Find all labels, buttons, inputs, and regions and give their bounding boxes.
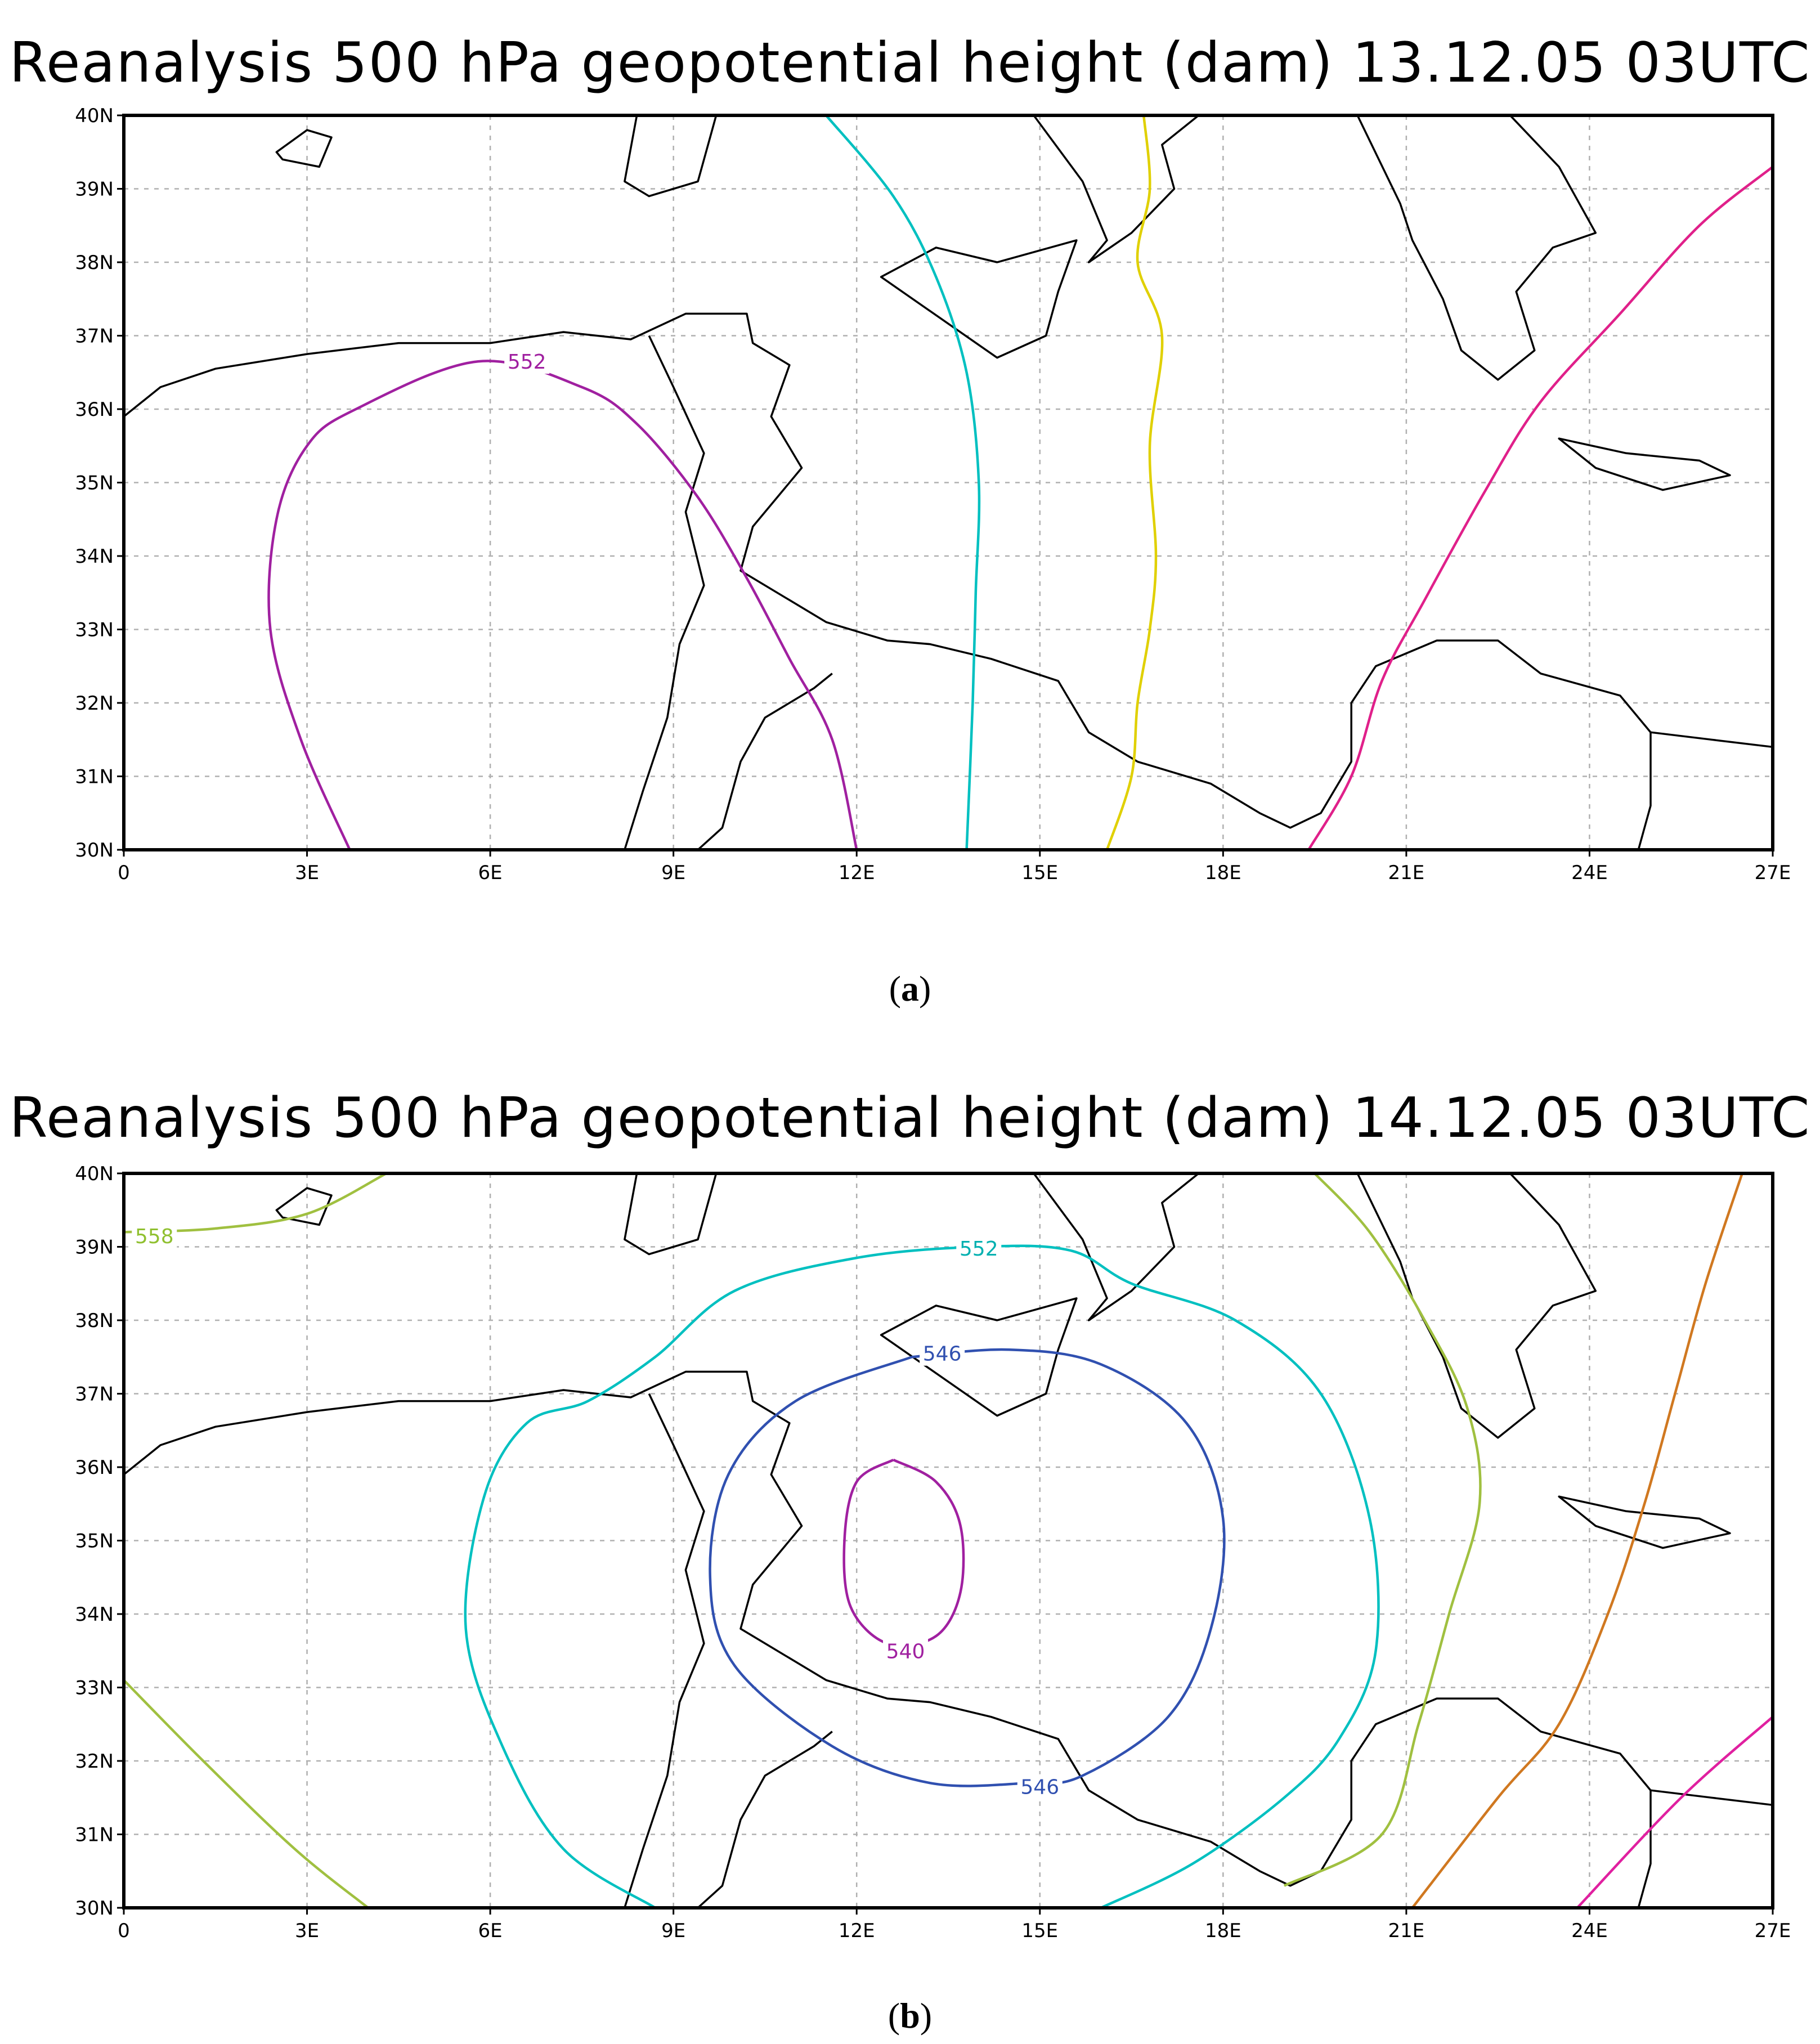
panel-a-caption: (a) — [889, 969, 931, 1008]
panel-a-contour-labels: 552 — [504, 349, 550, 374]
x-tick-label: 18E — [1205, 1920, 1241, 1942]
y-tick-label: 30N — [75, 1897, 114, 1920]
coastline-segment — [275, 1187, 333, 1226]
height-contour — [1283, 1172, 1482, 1887]
height-contour — [1105, 115, 1164, 850]
x-tick-label: 27E — [1755, 862, 1791, 884]
contour-label-bg — [1017, 1774, 1063, 1799]
height-contour — [1411, 1173, 1743, 1909]
panel-b-title: Reanalysis 500 hPa geopotential height (… — [9, 1086, 1811, 1150]
coastline-segment — [697, 1731, 833, 1909]
coastline-segment — [275, 129, 333, 168]
y-tick-label: 40N — [75, 1163, 114, 1185]
x-tick-label: 9E — [661, 1920, 685, 1942]
x-tick-label: 6E — [478, 862, 503, 884]
contour-label-bg — [883, 1638, 929, 1664]
panel-a-title: Reanalysis 500 hPa geopotential height (… — [9, 31, 1811, 95]
coastline-segment — [1637, 1790, 1652, 1908]
coastline-segment — [1033, 114, 1199, 263]
panel-b-caption: (b) — [887, 1996, 933, 2036]
y-tick-label: 39N — [75, 178, 114, 201]
x-tick-label: 12E — [839, 862, 875, 884]
contour-label: 546 — [1020, 1776, 1059, 1799]
contour-label-bg — [504, 349, 550, 374]
y-tick-label: 32N — [75, 1750, 114, 1773]
x-tick-label: 3E — [295, 862, 319, 884]
height-contour — [123, 1172, 387, 1234]
coastline-segment — [624, 1173, 718, 1256]
x-tick-label: 21E — [1388, 1920, 1425, 1942]
x-tick-label: 21E — [1388, 862, 1425, 884]
coastline-segment — [123, 312, 1773, 829]
coastline-segment — [123, 1370, 1773, 1887]
y-tick-label: 34N — [75, 545, 114, 568]
panel-b-tick-labels: 0 3E 6E 9E 12E 15E 18E 21E 24E 27E 40N 39N 38N 37N 36N… — [75, 1163, 1791, 1942]
panel-a-graticule — [124, 115, 1773, 850]
y-tick-label: 31N — [75, 766, 114, 788]
height-contour — [842, 1458, 965, 1647]
contour-label-bg — [132, 1223, 177, 1248]
contour-label-bg — [956, 1236, 1002, 1261]
coastline-segment — [624, 115, 718, 198]
panel-a-contours — [267, 114, 1774, 851]
coastline-segment — [1033, 1172, 1199, 1321]
y-tick-label: 35N — [75, 472, 114, 495]
coastline-segment — [624, 1393, 705, 1908]
x-tick-label: 6E — [478, 1920, 503, 1942]
height-contour — [709, 1348, 1226, 1787]
x-tick-label: 27E — [1755, 1920, 1791, 1942]
y-tick-label: 36N — [75, 398, 114, 421]
y-tick-label: 33N — [75, 1677, 114, 1700]
x-tick-label: 0 — [118, 862, 130, 884]
contour-label-bg — [920, 1341, 965, 1366]
contour-label: 558 — [135, 1225, 174, 1248]
panel-a-coastline — [123, 114, 1773, 851]
x-tick-label: 15E — [1021, 1920, 1058, 1942]
y-tick-label: 39N — [75, 1236, 114, 1259]
panel-b-map: 558 552 546 546 540 0 3E 6E 9E 12E 15E 18E 21E 24E 27E… — [75, 1163, 1791, 1942]
y-tick-label: 31N — [75, 1824, 114, 1846]
y-tick-label: 35N — [75, 1530, 114, 1553]
contour-label: 540 — [886, 1640, 925, 1663]
coastline-segment — [880, 239, 1078, 359]
height-contour — [123, 1679, 369, 1909]
coastline-segment — [1558, 437, 1731, 491]
y-tick-label: 37N — [75, 1383, 114, 1406]
x-tick-label: 12E — [839, 1920, 875, 1942]
y-tick-label: 32N — [75, 692, 114, 715]
y-tick-label: 30N — [75, 839, 114, 862]
x-tick-label: 15E — [1021, 862, 1058, 884]
y-tick-label: 34N — [75, 1603, 114, 1626]
coastline-segment — [1637, 732, 1652, 850]
y-tick-label: 38N — [75, 1310, 114, 1332]
x-tick-label: 9E — [661, 862, 685, 884]
coastline-segment — [1558, 1495, 1731, 1549]
coastline-segment — [880, 1297, 1078, 1417]
coastline-segment — [1356, 1172, 1597, 1439]
x-tick-label: 24E — [1571, 862, 1608, 884]
contour-label: 546 — [923, 1343, 962, 1366]
x-tick-label: 24E — [1571, 1920, 1608, 1942]
height-contour — [1576, 1716, 1774, 1909]
height-contour — [825, 114, 981, 850]
panel-b-coastline — [123, 1172, 1773, 1909]
contour-label: 552 — [508, 351, 546, 374]
panel-b-graticule — [124, 1173, 1773, 1908]
x-tick-label: 3E — [295, 1920, 319, 1942]
y-tick-label: 37N — [75, 325, 114, 348]
height-contour — [1307, 165, 1774, 851]
panel-a-tick-labels: 0 3E 6E 9E 12E 15E 18E 21E 24E 27E 40N 39N 38N 37N 36N… — [75, 105, 1791, 884]
y-tick-label: 38N — [75, 252, 114, 274]
panel-b-contour-labels: 558 552 546 546 540 — [132, 1223, 1063, 1799]
y-tick-label: 40N — [75, 105, 114, 127]
x-tick-label: 18E — [1205, 862, 1241, 884]
coastline-segment — [697, 673, 833, 851]
coastline-segment — [1356, 114, 1597, 381]
coastline-segment — [624, 335, 705, 850]
y-tick-label: 33N — [75, 619, 114, 642]
panel-a-map: 552 0 3E 6E 9E 12E 15E 18E 21E 24E 27E 40N 39N 38N 37N… — [75, 105, 1791, 884]
contour-label: 552 — [960, 1238, 998, 1261]
y-tick-label: 36N — [75, 1456, 114, 1479]
x-tick-label: 0 — [118, 1920, 130, 1942]
